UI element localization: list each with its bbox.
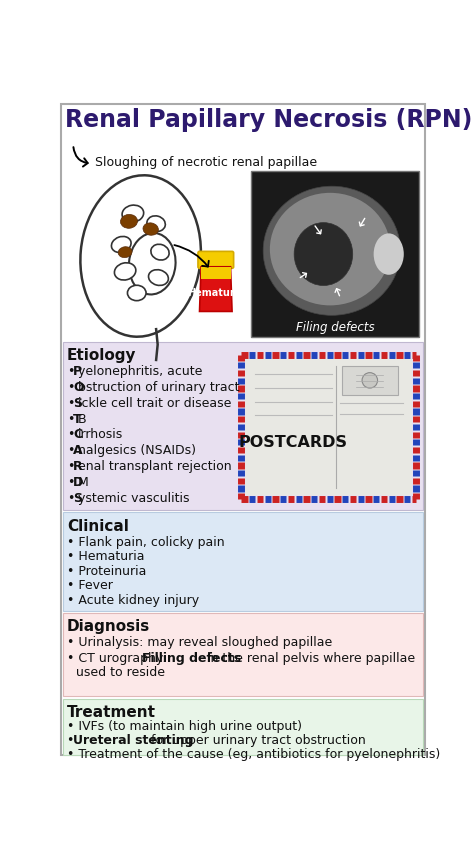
Text: P: P <box>73 366 82 378</box>
Text: •: • <box>67 413 74 426</box>
FancyBboxPatch shape <box>63 614 423 696</box>
Text: Etiology: Etiology <box>67 348 137 364</box>
Ellipse shape <box>143 223 158 235</box>
Ellipse shape <box>120 214 137 229</box>
Text: S: S <box>73 397 82 410</box>
Text: Hematuria: Hematuria <box>187 288 245 298</box>
FancyBboxPatch shape <box>198 252 234 269</box>
Ellipse shape <box>122 205 144 222</box>
Text: yelonephritis, acute: yelonephritis, acute <box>78 366 202 378</box>
Text: in the renal pelvis where papillae: in the renal pelvis where papillae <box>202 652 415 665</box>
Polygon shape <box>200 267 232 311</box>
FancyBboxPatch shape <box>251 172 419 337</box>
Ellipse shape <box>118 246 132 258</box>
Text: •: • <box>67 381 74 394</box>
Text: •: • <box>67 366 74 378</box>
Text: • Hematuria: • Hematuria <box>67 550 145 564</box>
Ellipse shape <box>294 223 353 286</box>
Text: •: • <box>67 460 74 473</box>
Text: • Flank pain, colicky pain: • Flank pain, colicky pain <box>67 536 225 548</box>
Text: M: M <box>78 476 89 489</box>
Text: • Fever: • Fever <box>67 580 113 592</box>
Text: • Proteinuria: • Proteinuria <box>67 564 146 578</box>
Text: Treatment: Treatment <box>67 705 156 720</box>
Text: Filing defects: Filing defects <box>296 321 374 334</box>
Text: S: S <box>73 491 82 505</box>
Text: enal transplant rejection: enal transplant rejection <box>78 460 232 473</box>
Circle shape <box>362 372 378 388</box>
Text: bstruction of urinary tract: bstruction of urinary tract <box>78 381 240 394</box>
Text: Filling defects: Filling defects <box>142 652 241 665</box>
Ellipse shape <box>151 244 169 260</box>
Text: T: T <box>73 413 82 426</box>
FancyBboxPatch shape <box>63 699 423 755</box>
Ellipse shape <box>374 234 404 275</box>
Text: •: • <box>67 491 74 505</box>
Text: Diagnosis: Diagnosis <box>67 620 150 634</box>
Text: Renal Papillary Necrosis (RPN): Renal Papillary Necrosis (RPN) <box>65 108 473 132</box>
Ellipse shape <box>129 233 175 294</box>
Text: B: B <box>78 413 87 426</box>
Text: C: C <box>73 428 82 441</box>
Text: • CT urography:: • CT urography: <box>67 652 171 665</box>
Ellipse shape <box>81 175 201 337</box>
Text: A: A <box>73 445 83 457</box>
Text: for upper urinary tract obstruction: for upper urinary tract obstruction <box>147 734 365 747</box>
Ellipse shape <box>147 216 165 231</box>
Text: • Treatment of the cause (eg, antibiotics for pyelonephritis): • Treatment of the cause (eg, antibiotic… <box>67 748 440 761</box>
Ellipse shape <box>148 269 168 286</box>
Polygon shape <box>201 267 230 279</box>
Text: • IVFs (to maintain high urine output): • IVFs (to maintain high urine output) <box>67 720 302 734</box>
Text: Clinical: Clinical <box>67 518 129 534</box>
Ellipse shape <box>270 193 391 305</box>
Text: •: • <box>67 397 74 410</box>
Text: POSTCARDS: POSTCARDS <box>238 435 347 450</box>
Text: •: • <box>67 734 78 747</box>
Text: D: D <box>73 476 83 489</box>
FancyBboxPatch shape <box>61 104 425 755</box>
Ellipse shape <box>114 263 136 280</box>
FancyBboxPatch shape <box>342 366 398 394</box>
Ellipse shape <box>111 236 131 252</box>
Text: O: O <box>73 381 84 394</box>
Text: nalgesics (NSAIDs): nalgesics (NSAIDs) <box>78 445 196 457</box>
Text: used to reside: used to reside <box>76 666 165 678</box>
Text: Ureteral stenting: Ureteral stenting <box>73 734 194 747</box>
Text: • Acute kidney injury: • Acute kidney injury <box>67 594 199 607</box>
Text: •: • <box>67 428 74 441</box>
Text: •: • <box>67 445 74 457</box>
FancyBboxPatch shape <box>63 343 423 510</box>
Ellipse shape <box>128 286 146 301</box>
Text: • Urinalysis: may reveal sloughed papillae: • Urinalysis: may reveal sloughed papill… <box>67 637 332 649</box>
Text: R: R <box>73 460 83 473</box>
Text: ickle cell trait or disease: ickle cell trait or disease <box>78 397 232 410</box>
Text: •: • <box>67 476 74 489</box>
FancyBboxPatch shape <box>63 513 423 611</box>
Text: ystemic vasculitis: ystemic vasculitis <box>78 491 190 505</box>
Text: irrhosis: irrhosis <box>78 428 124 441</box>
FancyBboxPatch shape <box>245 359 412 496</box>
Text: Sloughing of necrotic renal papillae: Sloughing of necrotic renal papillae <box>95 156 317 168</box>
Ellipse shape <box>263 186 401 315</box>
